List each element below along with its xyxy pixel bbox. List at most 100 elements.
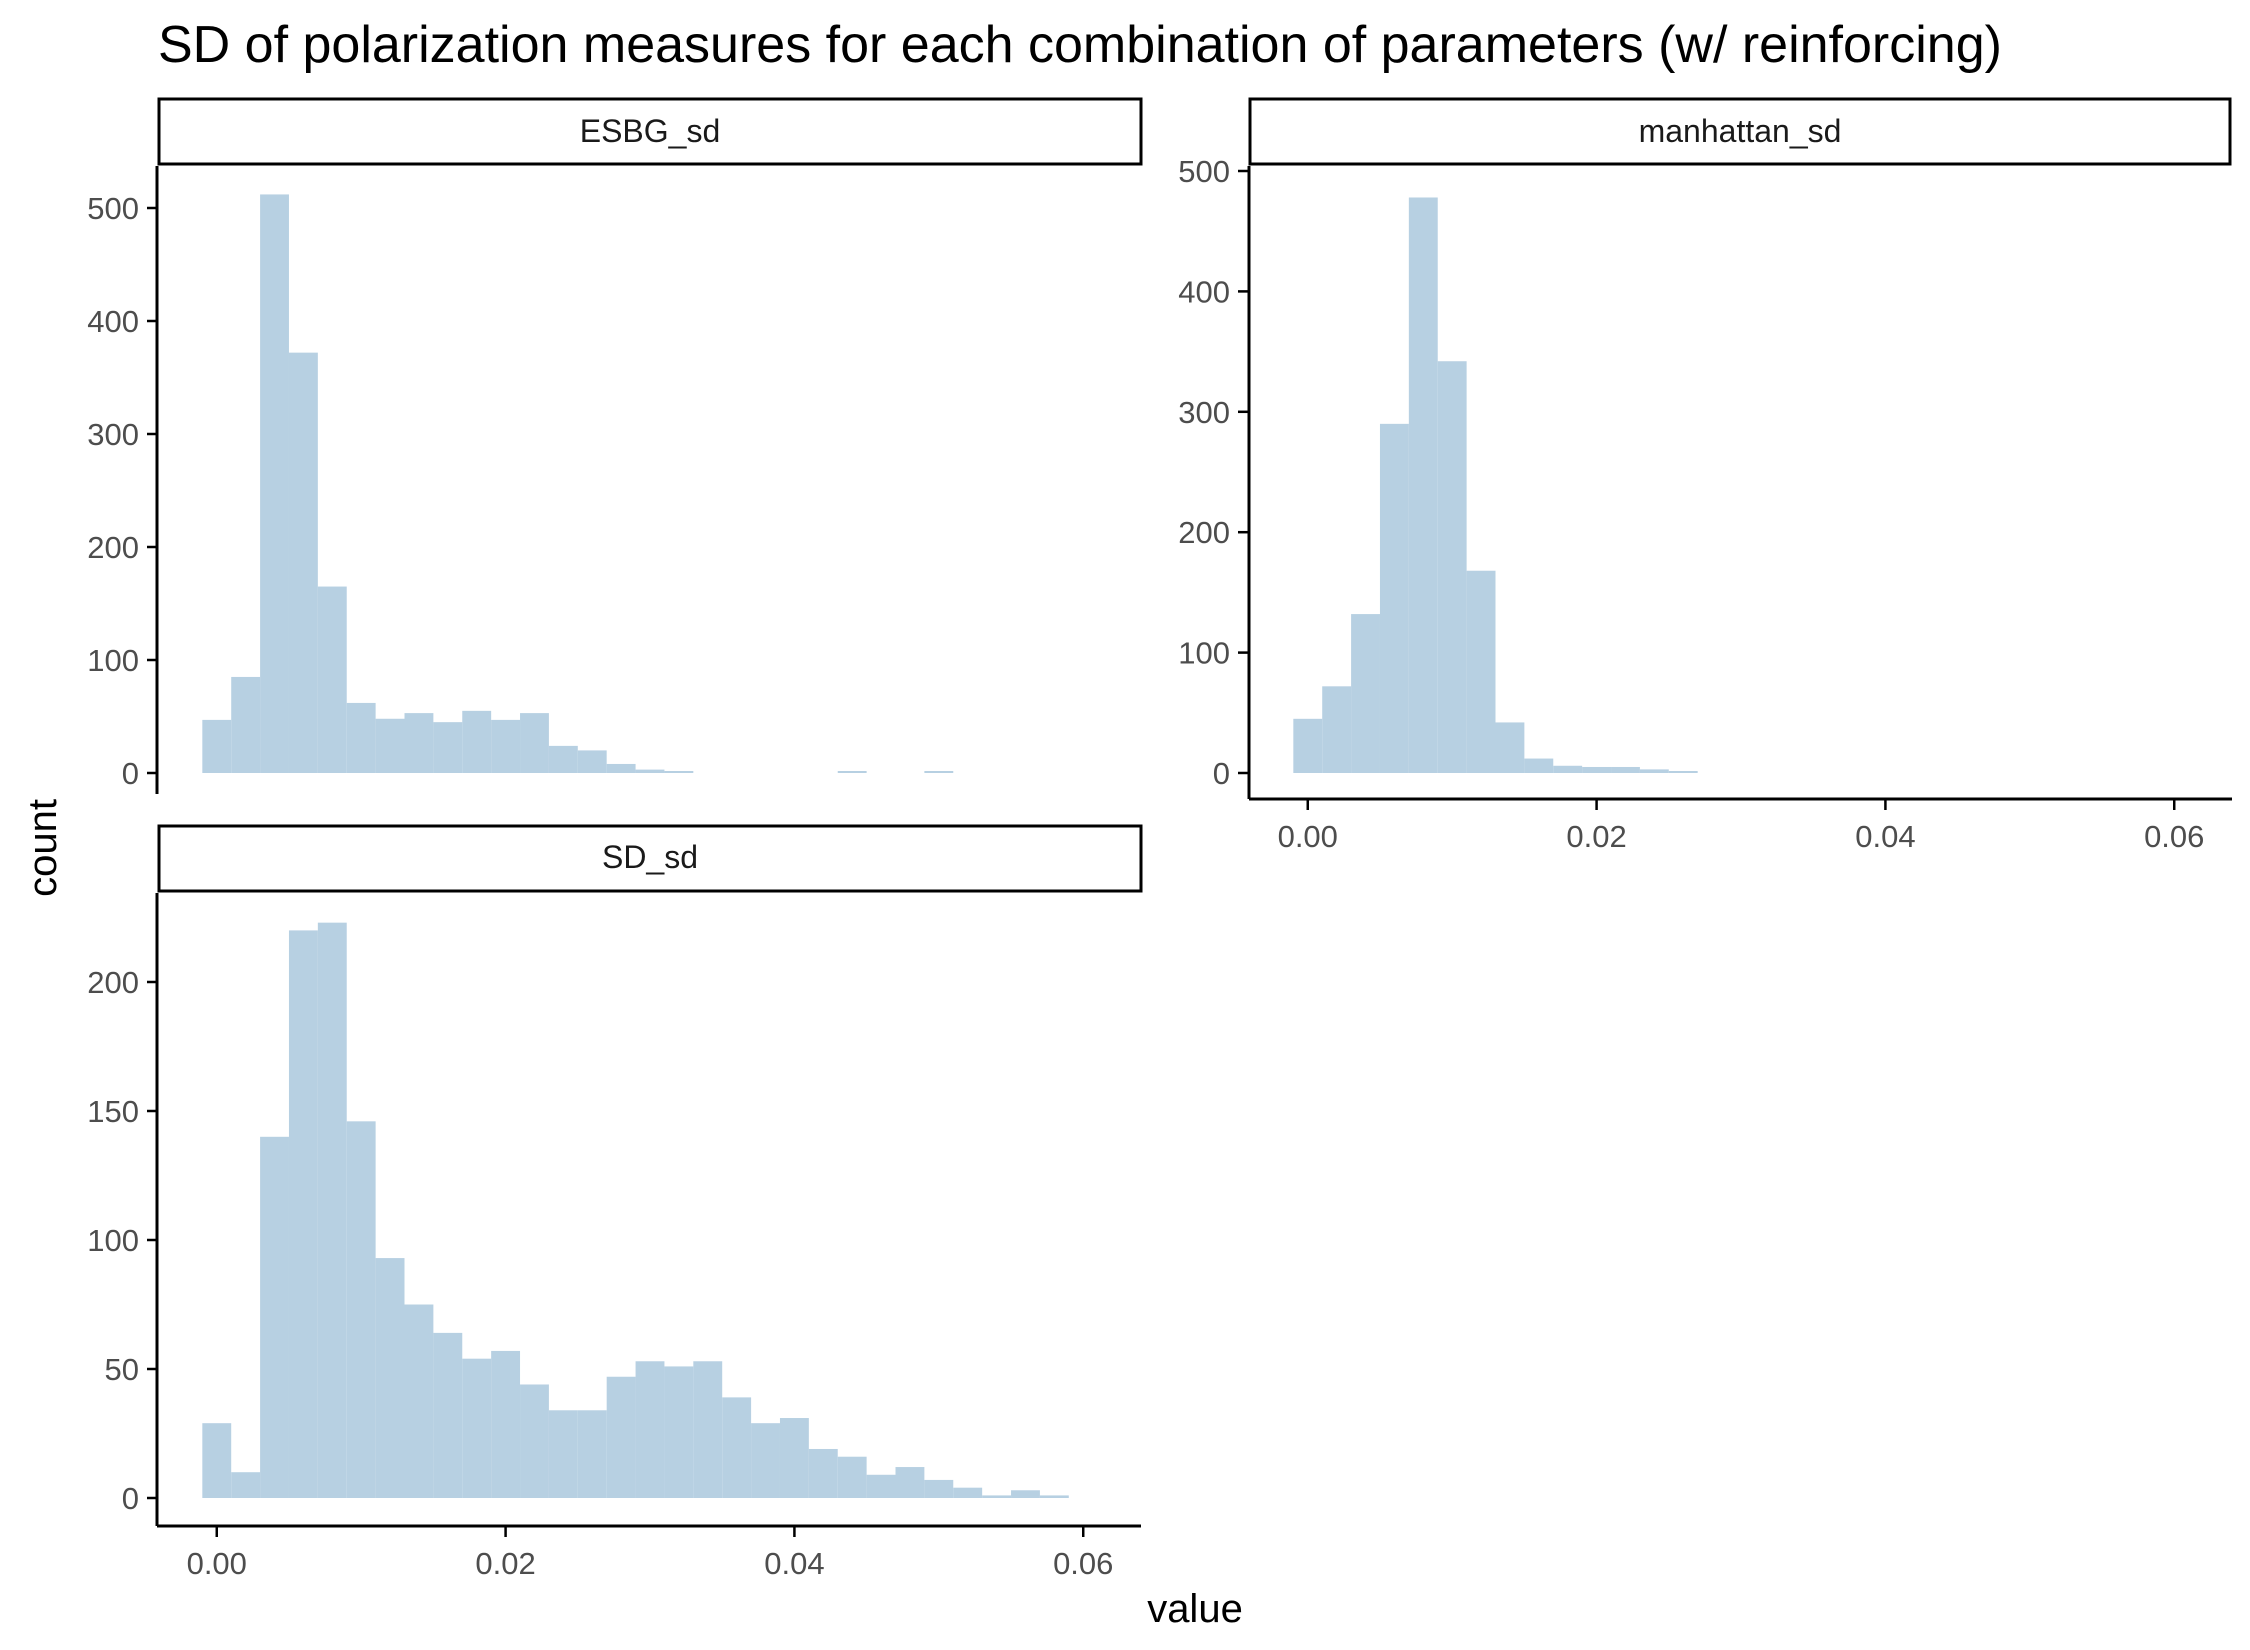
sd-sd-bar — [260, 1136, 289, 1498]
panel-esbg-sd-strip — [157, 97, 1143, 166]
esbg-sd-bar — [317, 586, 347, 773]
panel-esbg-sd: ESBG_sd 0 100 200 300 400 500 — [87, 97, 1143, 794]
esbg-sd-bar — [375, 718, 405, 773]
panel-manhattan-sd-y-axis: 0 100 200 300 400 500 — [1178, 154, 1248, 791]
sd-sd-bar — [837, 1456, 867, 1498]
manhattan-sd-bar — [1582, 766, 1612, 773]
panel-manhattan-sd-strip — [1248, 97, 2232, 166]
manhattan-sd-bar — [1495, 722, 1525, 773]
sd-sd-bar — [433, 1332, 463, 1498]
manhattan-sd-y-tick-label: 100 — [1178, 636, 1230, 671]
esbg-sd-bar — [664, 771, 694, 773]
panel-manhattan-sd-x-axis: 0.00 0.02 0.04 0.06 — [1278, 800, 2204, 854]
manhattan-sd-y-tick-label: 500 — [1178, 154, 1230, 189]
sd-sd-bar — [404, 1304, 434, 1498]
esbg-sd-bar — [462, 710, 492, 773]
sd-sd-bar — [751, 1423, 780, 1498]
manhattan-sd-x-tick-label: 0.00 — [1278, 819, 1338, 854]
esbg-sd-y-tick-label: 0 — [122, 756, 139, 791]
sd-sd-bar — [606, 1376, 636, 1498]
panel-sd-sd-strip-label: SD_sd — [602, 839, 698, 875]
esbg-sd-bar — [635, 769, 665, 773]
manhattan-sd-y-tick-label: 300 — [1178, 395, 1230, 430]
sd-sd-bar — [982, 1495, 1012, 1498]
esbg-sd-y-tick-label: 400 — [87, 304, 139, 339]
esbg-sd-bar — [260, 194, 289, 773]
esbg-sd-y-tick-label: 500 — [87, 191, 139, 226]
sd-sd-bar — [317, 922, 347, 1498]
sd-sd-y-tick-label: 100 — [87, 1223, 139, 1258]
chart-title: SD of polarization measures for each com… — [158, 16, 2002, 74]
esbg-sd-bar — [548, 745, 578, 773]
sd-sd-bar — [231, 1472, 261, 1498]
sd-sd-bar — [664, 1366, 694, 1498]
manhattan-sd-x-tick-label: 0.04 — [1855, 819, 1915, 854]
panel-manhattan-sd-bars — [1293, 197, 1698, 774]
manhattan-sd-y-tick-label: 200 — [1178, 515, 1230, 550]
manhattan-sd-y-tick-label: 400 — [1178, 274, 1230, 309]
panel-esbg-sd-y-axis: 0 100 200 300 400 500 — [87, 191, 157, 791]
sd-sd-bar — [1039, 1495, 1069, 1498]
sd-sd-x-tick-label: 0.06 — [1053, 1546, 1113, 1581]
manhattan-sd-bar — [1639, 769, 1669, 773]
sd-sd-bar — [1011, 1490, 1040, 1498]
esbg-sd-y-tick-label: 300 — [87, 417, 139, 452]
y-axis-title: count — [21, 799, 65, 897]
esbg-sd-bar — [924, 771, 954, 773]
esbg-sd-bar — [404, 713, 434, 773]
manhattan-sd-bar — [1379, 423, 1409, 773]
esbg-sd-bar — [202, 719, 232, 773]
panel-manhattan-sd-strip-label: manhattan_sd — [1639, 113, 1842, 149]
esbg-sd-bar — [433, 722, 463, 773]
sd-sd-bar — [462, 1358, 492, 1498]
manhattan-sd-x-tick-label: 0.06 — [2144, 819, 2204, 854]
sd-sd-bar — [895, 1467, 925, 1498]
manhattan-sd-bar — [1322, 686, 1352, 773]
sd-sd-bar — [953, 1487, 983, 1498]
manhattan-sd-y-tick-label: 0 — [1213, 756, 1230, 791]
sd-sd-y-tick-label: 50 — [105, 1352, 139, 1387]
manhattan-sd-bar — [1408, 197, 1438, 774]
panel-sd-sd-x-axis: 0.00 0.02 0.04 0.06 — [187, 1527, 1113, 1581]
sd-sd-y-tick-label: 0 — [122, 1481, 139, 1516]
sd-sd-bar — [866, 1474, 896, 1498]
sd-sd-bar — [375, 1258, 405, 1498]
sd-sd-x-tick-label: 0.02 — [475, 1546, 535, 1581]
esbg-sd-bar — [346, 702, 376, 773]
esbg-sd-y-tick-label: 100 — [87, 643, 139, 678]
sd-sd-bar — [520, 1384, 549, 1498]
panel-sd-sd: SD_sd 0 50 100 150 200 0.00 0.02 0.04 0.06 — [87, 824, 1143, 1581]
sd-sd-bar — [924, 1479, 954, 1498]
esbg-sd-bar — [606, 763, 636, 773]
panel-esbg-sd-strip-label: ESBG_sd — [580, 113, 721, 149]
esbg-sd-bar — [520, 713, 549, 773]
sd-sd-bar — [635, 1361, 665, 1498]
sd-sd-bar — [808, 1448, 838, 1498]
manhattan-sd-bar — [1437, 361, 1467, 773]
manhattan-sd-bar — [1668, 771, 1698, 773]
sd-sd-bar — [577, 1410, 607, 1498]
manhattan-sd-bar — [1351, 614, 1380, 773]
sd-sd-bar — [346, 1121, 376, 1498]
panel-sd-sd-y-axis: 0 50 100 150 200 — [87, 965, 157, 1516]
sd-sd-bar — [288, 930, 318, 1498]
manhattan-sd-bar — [1611, 766, 1640, 773]
manhattan-sd-bar — [1553, 765, 1583, 773]
manhattan-sd-bar — [1466, 570, 1496, 773]
sd-sd-bar — [491, 1350, 521, 1498]
panel-esbg-sd-bars — [202, 194, 954, 773]
manhattan-sd-bar — [1293, 718, 1323, 773]
panel-sd-sd-bars — [202, 922, 1069, 1498]
sd-sd-bar — [548, 1410, 578, 1498]
sd-sd-bar — [779, 1418, 809, 1498]
esbg-sd-y-tick-label: 200 — [87, 530, 139, 565]
sd-sd-bar — [722, 1397, 752, 1498]
sd-sd-x-tick-label: 0.00 — [187, 1546, 247, 1581]
panel-sd-sd-strip — [157, 824, 1143, 893]
sd-sd-x-tick-label: 0.04 — [764, 1546, 824, 1581]
x-axis-title: value — [1147, 1587, 1243, 1631]
sd-sd-y-tick-label: 150 — [87, 1094, 139, 1129]
esbg-sd-bar — [837, 771, 867, 773]
sd-sd-y-tick-label: 200 — [87, 965, 139, 1000]
